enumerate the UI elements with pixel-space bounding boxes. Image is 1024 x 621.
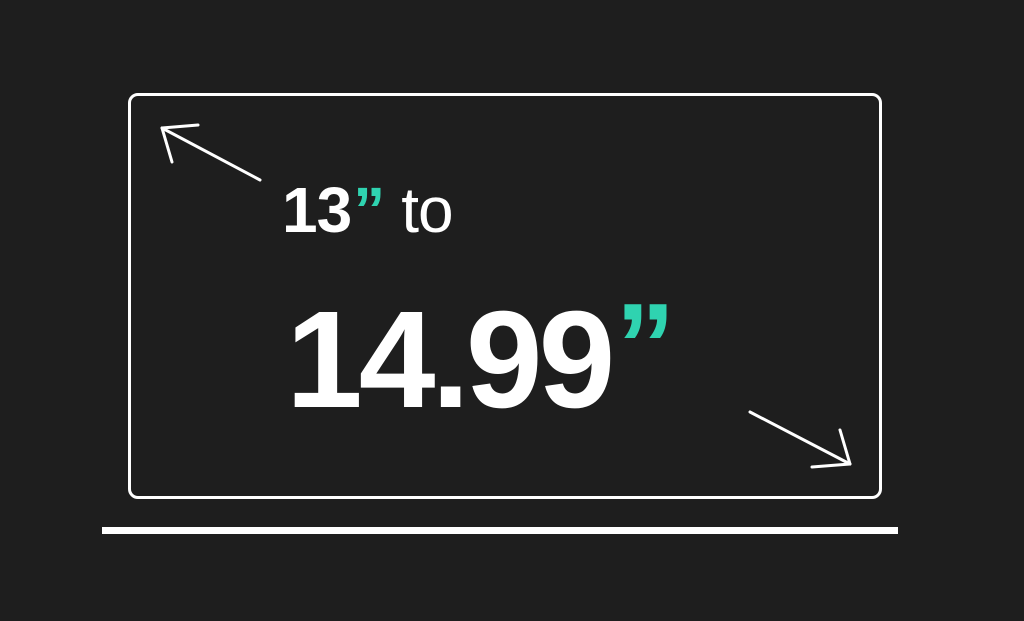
- laptop-base-line: [102, 527, 898, 534]
- size-min-unit: ”: [353, 174, 385, 246]
- size-max-value: 14.99: [286, 283, 615, 437]
- size-min-label: 13” to: [282, 170, 454, 250]
- size-connector: to: [401, 174, 453, 246]
- size-max-label: 14.99”: [286, 279, 675, 430]
- size-min-value: 13: [282, 174, 352, 246]
- laptop-screen-outline: [128, 93, 882, 499]
- size-max-unit: ”: [615, 279, 675, 413]
